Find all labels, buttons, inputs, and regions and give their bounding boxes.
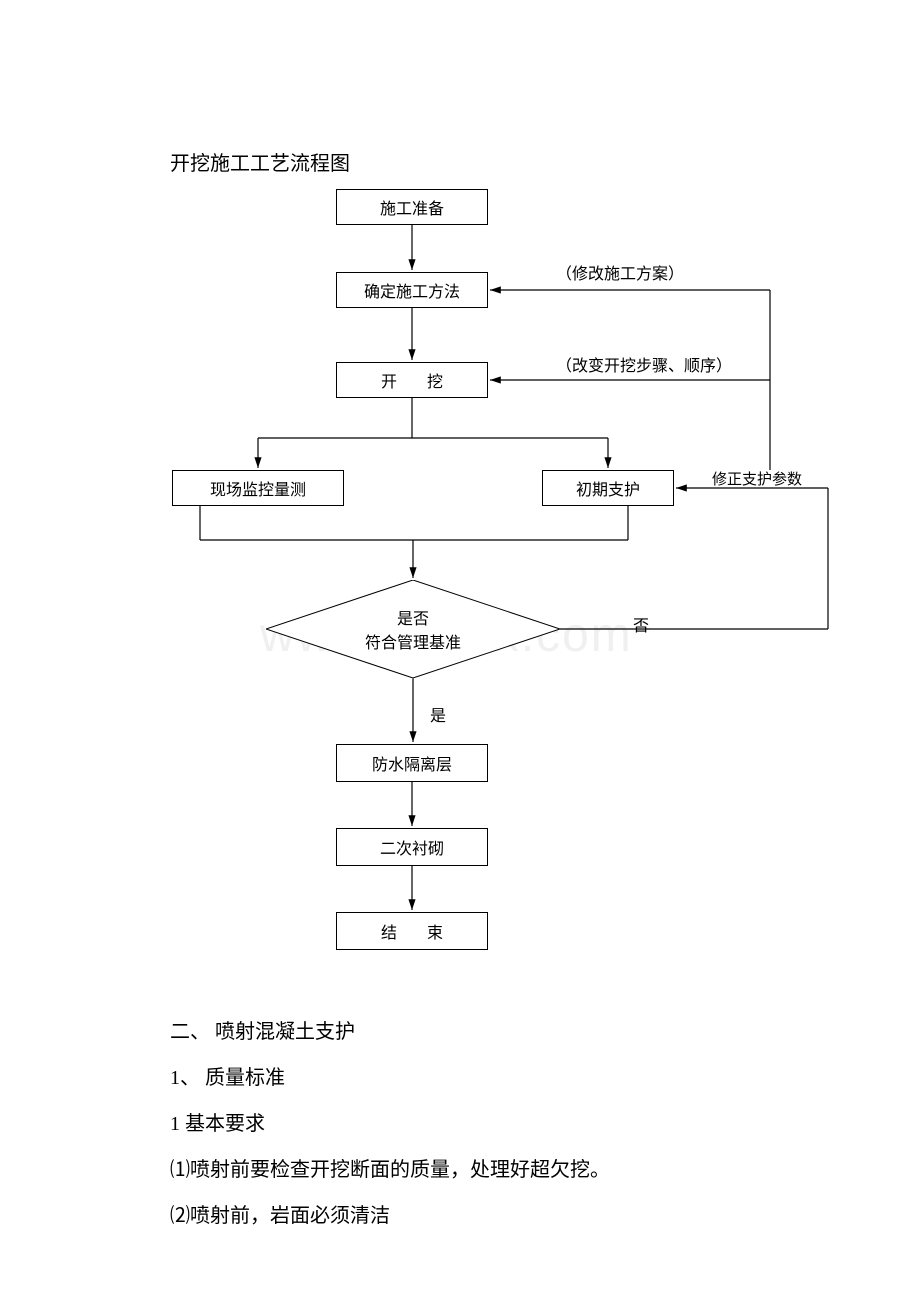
node-excavate-right: 挖	[427, 368, 443, 392]
section2-title: 二、 喷射混凝土支护	[170, 1018, 355, 1046]
decision-line1: 是否	[266, 605, 560, 629]
node-method-label: 确定施工方法	[364, 278, 460, 302]
node-lining-label: 二次衬砌	[380, 835, 444, 859]
label-correct-params: 修正支护参数	[712, 468, 802, 489]
node-waterproof-label: 防水隔离层	[372, 751, 452, 775]
node-method: 确定施工方法	[336, 272, 488, 308]
node-end-left: 结	[381, 919, 397, 943]
label-modify-plan: （修改施工方案）	[556, 260, 684, 284]
node-lining: 二次衬砌	[336, 828, 488, 866]
node-excavate-left: 开	[381, 368, 397, 392]
req2: ⑵喷射前，岩面必须清洁	[170, 1202, 390, 1230]
label-yes: 是	[430, 702, 446, 726]
item1-1: 1 基本要求	[170, 1110, 265, 1138]
label-no: 否	[633, 612, 649, 636]
decision-text: 是否 符合管理基准	[266, 605, 560, 653]
decision-line2: 符合管理基准	[266, 629, 560, 653]
node-prep-label: 施工准备	[380, 195, 444, 219]
node-prep: 施工准备	[336, 189, 488, 225]
node-excavate: 开 挖	[336, 362, 488, 398]
node-support-label: 初期支护	[576, 476, 640, 500]
node-end: 结 束	[336, 912, 488, 950]
label-change-steps: （改变开挖步骤、顺序）	[556, 352, 732, 376]
node-end-right: 束	[427, 919, 443, 943]
req1: ⑴喷射前要检查开挖断面的质量，处理好超欠挖。	[170, 1156, 610, 1184]
node-waterproof: 防水隔离层	[336, 744, 488, 782]
node-support: 初期支护	[542, 470, 674, 506]
node-monitor: 现场监控量测	[172, 470, 344, 506]
node-monitor-label: 现场监控量测	[210, 476, 306, 500]
flowchart-container: www.bdocx.com 施工准备 确定施工方法 开 挖 现场监控量测 初期支…	[0, 0, 920, 980]
item1: 1、 质量标准	[170, 1064, 285, 1092]
